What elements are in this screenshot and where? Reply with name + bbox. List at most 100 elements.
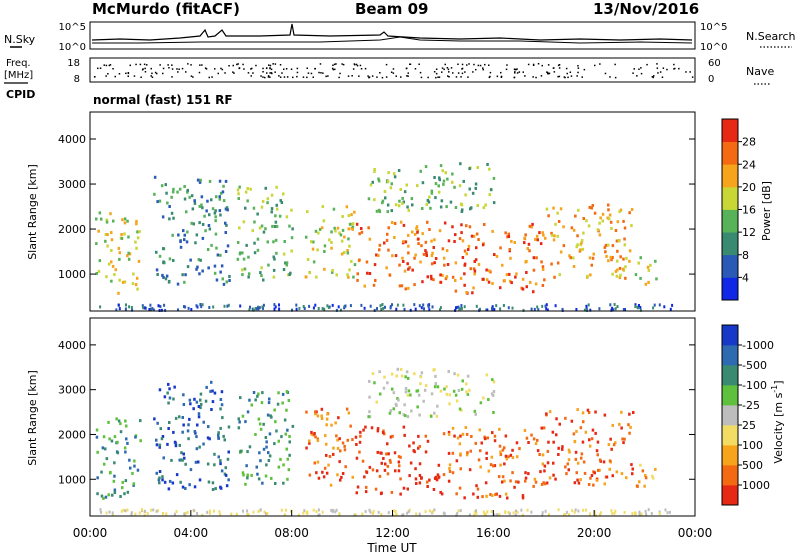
- velocity-cell: [287, 399, 291, 402]
- freq-nave-dot: [553, 67, 555, 69]
- power-cell: [195, 267, 198, 271]
- power-ground-cell: [382, 307, 385, 310]
- velocity-cell: [324, 434, 327, 438]
- power-cell: [200, 203, 203, 207]
- freq-nave-dot: [135, 63, 137, 66]
- velocity-cell: [611, 474, 614, 478]
- power-cell: [398, 199, 401, 203]
- velocity-cell: [417, 393, 421, 397]
- power-ground-cell: [273, 307, 276, 311]
- velocity-cell: [368, 415, 372, 419]
- velocity-cell: [545, 481, 549, 485]
- power-cell: [465, 252, 468, 256]
- power-cell: [219, 270, 222, 274]
- freq-nave-dot: [461, 72, 464, 75]
- velocity-cell: [339, 449, 342, 453]
- velocity-cell: [540, 482, 544, 486]
- velocity-cell: [402, 425, 406, 429]
- velocity-ground-cell: [443, 512, 446, 516]
- velocity-ground-cell: [402, 513, 405, 517]
- velocity-cell: [420, 476, 423, 480]
- velocity-ground-cell: [305, 511, 308, 515]
- power-cell: [197, 258, 201, 262]
- velocity-ground-cell: [143, 513, 146, 517]
- power-cell: [264, 227, 267, 231]
- velocity-cell: [102, 496, 105, 500]
- power-cell: [183, 280, 186, 284]
- power-cell: [488, 167, 491, 171]
- power-cell: [236, 241, 240, 244]
- velocity-cell: [168, 479, 172, 483]
- freq-nave-dot: [359, 64, 362, 67]
- freq-nave-dot: [468, 63, 470, 65]
- power-ground-cell: [321, 307, 324, 311]
- velocity-cell: [422, 399, 425, 403]
- power-cell: [616, 259, 619, 263]
- power-cell: [492, 201, 496, 205]
- power-cell: [97, 229, 100, 233]
- power-colorbar-tick-label: 8: [742, 249, 749, 262]
- power-cell: [437, 190, 441, 194]
- velocity-cell: [459, 452, 462, 456]
- power-cell: [421, 181, 425, 185]
- power-cell: [360, 230, 364, 234]
- velocity-cell: [415, 389, 418, 393]
- velocity-cell: [113, 488, 117, 492]
- velocity-heatmap: [95, 367, 671, 517]
- velocity-cell: [413, 372, 416, 376]
- velocity-colorbar-segment: [722, 385, 738, 406]
- velocity-cell: [193, 485, 197, 489]
- power-cell: [393, 172, 396, 176]
- velocity-cell: [371, 372, 375, 376]
- power-cell: [246, 187, 249, 190]
- velocity-cell: [173, 385, 176, 389]
- velocity-cell: [246, 476, 249, 480]
- power-cell: [136, 287, 139, 291]
- power-cell: [321, 205, 325, 209]
- freq-nave-dot: [247, 72, 250, 74]
- freq-nave-dot: [236, 63, 238, 66]
- freq-nave-dot: [296, 75, 298, 78]
- power-cell: [346, 249, 349, 252]
- power-cell: [419, 260, 422, 264]
- velocity-cell: [447, 479, 451, 483]
- velocity-cell: [492, 390, 496, 394]
- velocity-cell: [189, 402, 192, 406]
- freq-nave-dot: [558, 64, 561, 66]
- velocity-colorbar-label-text: Velocity [m s: [772, 392, 785, 463]
- power-ground-cell: [546, 308, 549, 312]
- velocity-colorbar-segment: [722, 485, 738, 506]
- power-cell: [320, 226, 324, 230]
- power-cell: [543, 278, 546, 282]
- power-cell: [377, 177, 380, 181]
- power-cell: [407, 244, 410, 248]
- power-cell: [339, 233, 343, 237]
- power-cell: [252, 206, 256, 210]
- velocity-ground-cell: [455, 513, 458, 517]
- power-colorbar-tick-label: 4: [742, 271, 749, 284]
- power-cell: [275, 251, 278, 255]
- power-cell: [611, 272, 614, 276]
- velocity-ground-cell: [428, 509, 431, 513]
- freq-nave-dot: [144, 71, 147, 73]
- power-cell: [272, 275, 276, 279]
- power-cell: [570, 226, 574, 230]
- velocity-cell: [166, 391, 169, 395]
- power-cell: [275, 185, 278, 189]
- velocity-cell: [174, 444, 178, 448]
- power-cell: [593, 211, 597, 215]
- freq-nave-dot: [392, 72, 395, 74]
- velocity-cell: [548, 410, 552, 414]
- power-cell: [433, 261, 436, 265]
- power-cell: [167, 280, 171, 284]
- power-ground-cell: [491, 305, 494, 309]
- power-cell: [413, 232, 417, 236]
- velocity-ground-cell: [155, 509, 158, 513]
- velocity-cell: [181, 485, 185, 489]
- freq-nave-dot: [461, 63, 464, 66]
- velocity-cell: [499, 453, 503, 457]
- velocity-ground-cell: [126, 508, 129, 512]
- velocity-cell: [178, 415, 181, 419]
- velocity-cell: [195, 447, 199, 451]
